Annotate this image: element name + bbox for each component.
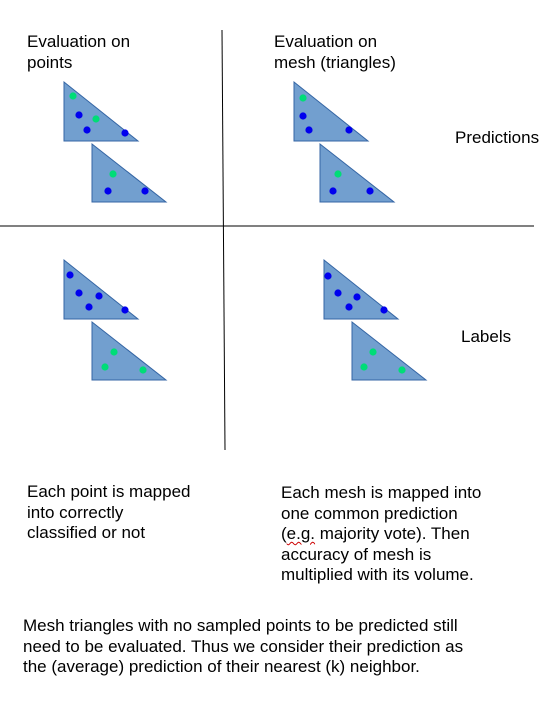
point-blue — [83, 126, 91, 134]
point-blue — [75, 289, 83, 297]
point-blue — [334, 289, 342, 297]
header-points: Evaluation on points — [27, 32, 131, 72]
point-green — [398, 366, 406, 374]
point-blue — [141, 187, 149, 195]
note-mesh: Each mesh is mapped into one common pred… — [281, 483, 481, 586]
point-blue — [329, 187, 337, 195]
point-green — [109, 170, 117, 178]
triangle — [63, 258, 140, 320]
point-blue — [305, 126, 313, 134]
point-green — [299, 94, 307, 102]
triangle — [293, 80, 370, 142]
point-blue — [75, 111, 83, 119]
note-points: Each point is mapped into correctly clas… — [27, 482, 191, 542]
note-mesh-part1: Each mesh is mapped into one common pred… — [281, 483, 482, 543]
note-mesh-part2: majority vote). Then accuracy of mesh is… — [281, 524, 474, 584]
point-green — [92, 115, 100, 123]
triangle — [351, 320, 428, 381]
point-blue — [345, 126, 353, 134]
row-label-predictions: Predictions — [455, 128, 540, 147]
point-blue — [345, 303, 353, 311]
point-blue — [104, 187, 112, 195]
point-blue — [121, 129, 129, 137]
point-blue — [85, 303, 93, 311]
header-mesh: Evaluation on mesh (triangles) — [274, 32, 396, 72]
point-green — [101, 363, 109, 371]
triangle — [319, 142, 396, 203]
point-green — [369, 348, 377, 356]
point-blue — [366, 187, 374, 195]
quadrant-mesh-labels — [323, 258, 428, 381]
point-green — [334, 170, 342, 178]
quadrant-points-labels — [63, 258, 168, 381]
point-green — [139, 366, 147, 374]
point-green — [69, 92, 77, 100]
triangle — [63, 80, 140, 142]
point-green — [110, 348, 118, 356]
note-mesh-eg: e.g. — [286, 524, 316, 543]
triangle — [91, 320, 168, 381]
triangle — [91, 142, 168, 203]
point-blue — [299, 112, 307, 120]
point-blue — [66, 271, 74, 279]
note-bottom: Mesh triangles with no sampled points to… — [23, 616, 464, 676]
point-blue — [353, 293, 361, 301]
point-blue — [324, 272, 332, 280]
point-blue — [380, 306, 388, 314]
vertical-divider — [221, 29, 226, 451]
triangle — [323, 258, 400, 320]
quadrant-points-predictions — [63, 80, 168, 203]
point-green — [360, 363, 368, 371]
quadrant-mesh-predictions — [293, 80, 396, 203]
point-blue — [95, 292, 103, 300]
point-blue — [121, 306, 129, 314]
row-label-labels: Labels — [461, 327, 512, 346]
